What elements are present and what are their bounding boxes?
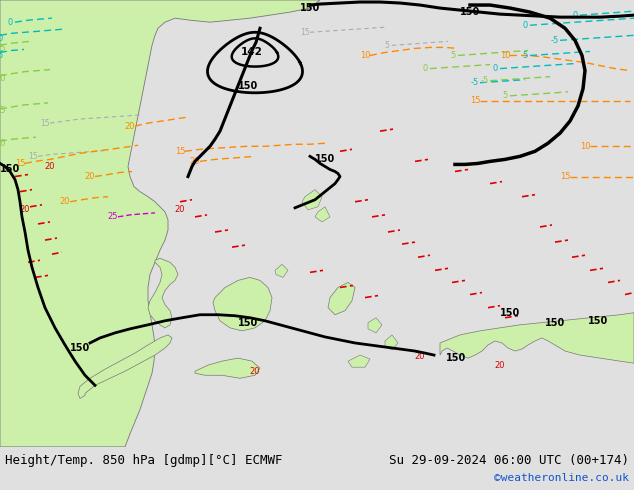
Text: 20: 20 xyxy=(85,172,95,181)
Text: 15: 15 xyxy=(40,119,50,127)
Text: -5: -5 xyxy=(471,78,479,87)
Text: 0: 0 xyxy=(422,64,427,73)
Text: 20: 20 xyxy=(20,205,30,214)
Polygon shape xyxy=(148,258,178,328)
Text: 20: 20 xyxy=(175,205,185,214)
Text: 10: 10 xyxy=(579,142,590,151)
Text: 5: 5 xyxy=(385,41,389,50)
Text: 0: 0 xyxy=(493,64,498,73)
Text: 20: 20 xyxy=(495,361,505,369)
Text: ©weatheronline.co.uk: ©weatheronline.co.uk xyxy=(494,473,629,483)
Text: 25: 25 xyxy=(108,212,119,221)
Text: 150: 150 xyxy=(0,165,20,174)
Text: 5: 5 xyxy=(502,91,508,100)
Polygon shape xyxy=(368,318,382,333)
Text: 150: 150 xyxy=(545,318,565,328)
Text: 15: 15 xyxy=(0,106,5,116)
Text: 0: 0 xyxy=(522,21,527,30)
Text: 15: 15 xyxy=(470,97,480,105)
Text: 150: 150 xyxy=(500,308,520,318)
Text: 150: 150 xyxy=(300,3,320,13)
Text: 10: 10 xyxy=(359,51,370,60)
Text: 20: 20 xyxy=(250,367,260,376)
Text: 0: 0 xyxy=(8,18,13,26)
Text: 150: 150 xyxy=(238,318,258,328)
Text: Su 29-09-2024 06:00 UTC (00+174): Su 29-09-2024 06:00 UTC (00+174) xyxy=(389,454,629,467)
Polygon shape xyxy=(78,335,172,398)
Text: 10: 10 xyxy=(500,51,510,60)
Text: 15: 15 xyxy=(0,44,5,53)
Polygon shape xyxy=(328,282,355,315)
Text: -5: -5 xyxy=(0,51,4,60)
Polygon shape xyxy=(0,0,320,447)
Polygon shape xyxy=(385,335,398,350)
Text: -5: -5 xyxy=(481,76,489,85)
Text: 150: 150 xyxy=(315,154,335,164)
Polygon shape xyxy=(315,207,330,222)
Text: 150: 150 xyxy=(446,353,466,363)
Text: 20: 20 xyxy=(45,162,55,171)
Text: 15: 15 xyxy=(300,28,310,37)
Text: 150: 150 xyxy=(238,81,258,91)
Text: 15: 15 xyxy=(28,152,38,161)
Text: -5: -5 xyxy=(551,36,559,45)
Text: 5: 5 xyxy=(522,51,527,60)
Text: 142: 142 xyxy=(241,48,263,57)
Text: 20: 20 xyxy=(125,122,135,131)
Text: 0: 0 xyxy=(0,34,3,43)
Polygon shape xyxy=(302,190,322,210)
Text: 0: 0 xyxy=(573,11,578,20)
Polygon shape xyxy=(275,264,288,277)
Text: 150: 150 xyxy=(460,7,480,17)
Text: 15: 15 xyxy=(175,147,185,156)
Text: 5: 5 xyxy=(450,51,456,60)
Text: 20: 20 xyxy=(415,352,425,361)
Text: 15: 15 xyxy=(15,159,25,168)
Text: 150: 150 xyxy=(70,343,90,353)
Text: 10: 10 xyxy=(0,139,5,148)
Polygon shape xyxy=(195,358,260,378)
Text: 10: 10 xyxy=(0,74,5,83)
Polygon shape xyxy=(440,313,634,363)
Text: 20: 20 xyxy=(190,157,200,166)
Text: Height/Temp. 850 hPa [gdmp][°C] ECMWF: Height/Temp. 850 hPa [gdmp][°C] ECMWF xyxy=(5,454,283,467)
Polygon shape xyxy=(348,355,370,367)
Polygon shape xyxy=(213,277,272,331)
Text: 15: 15 xyxy=(560,172,570,181)
Text: 20: 20 xyxy=(60,197,70,206)
Text: 150: 150 xyxy=(588,316,608,326)
